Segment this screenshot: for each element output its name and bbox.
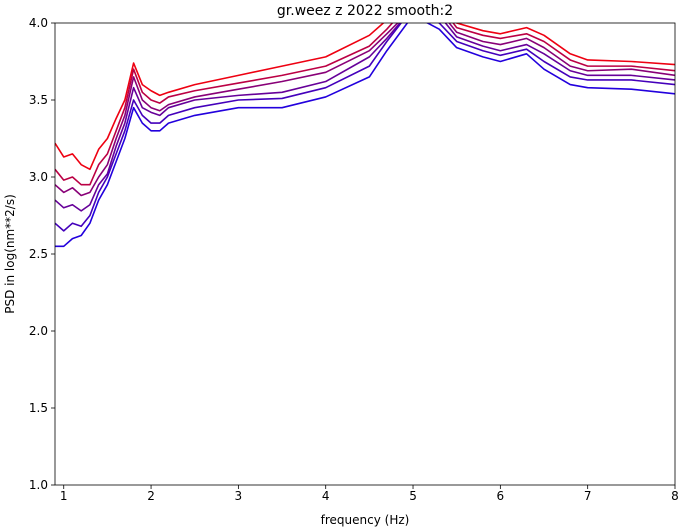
series-line [55,23,675,232]
x-tick-label: 4 [322,489,330,503]
chart-title: gr.weez z 2022 smooth:2 [277,3,453,19]
plot-lines [55,23,675,248]
series-line [55,23,675,212]
x-axis-label: frequency (Hz) [321,513,410,527]
y-tick-label: 2.5 [29,247,48,261]
series-line [55,23,675,197]
y-axis-label: PSD in log(nm**2/s) [3,194,17,314]
x-tick-label: 7 [584,489,592,503]
x-tick-label: 1 [60,489,68,503]
y-tick-label: 2.0 [29,324,48,338]
y-tick-label: 3.5 [29,93,48,107]
x-tick-label: 8 [671,489,679,503]
x-tick-label: 3 [235,489,243,503]
x-tick-label: 5 [409,489,417,503]
y-tick-label: 3.0 [29,170,48,184]
x-tick-label: 2 [147,489,155,503]
y-tick-label: 1.5 [29,401,48,415]
series-line [55,23,675,248]
y-tick-label: 1.0 [29,478,48,492]
y-tick-label: 4.0 [29,16,48,30]
series-line [55,23,675,171]
x-tick-label: 6 [497,489,505,503]
series-line [55,23,675,186]
